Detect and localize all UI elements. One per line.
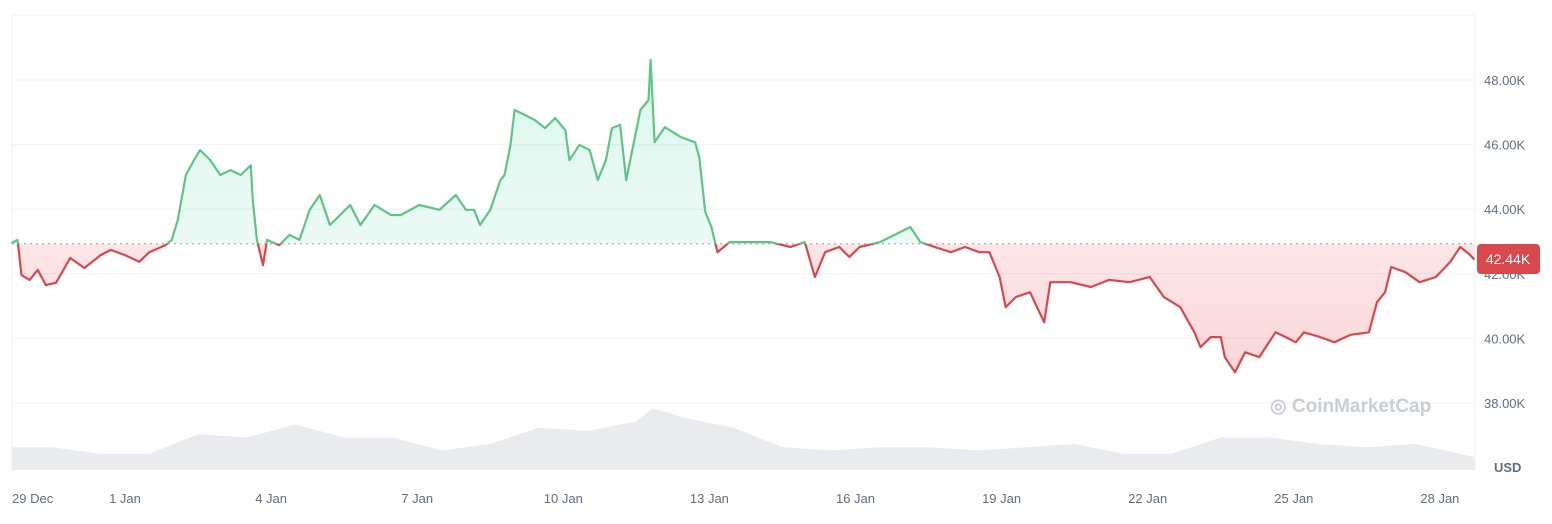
y-tick-label: 38.00K — [1484, 396, 1526, 411]
area-below-baseline — [17, 243, 1475, 373]
x-tick-label: 28 Jan — [1420, 491, 1459, 506]
x-tick-label: 4 Jan — [255, 491, 287, 506]
x-tick-label: 22 Jan — [1128, 491, 1167, 506]
x-tick-label: 19 Jan — [982, 491, 1021, 506]
x-tick-label: 10 Jan — [544, 491, 583, 506]
x-tick-label: 16 Jan — [836, 491, 875, 506]
price-line-down — [11, 243, 1476, 374]
volume-area — [12, 408, 1475, 470]
x-tick-label: 25 Jan — [1274, 491, 1313, 506]
watermark-coinmarketcap: ◎ CoinMarketCap — [1270, 396, 1431, 417]
grid-lines — [11, 14, 1476, 470]
x-tick-label: 1 Jan — [109, 491, 141, 506]
y-tick-label: 46.00K — [1484, 138, 1526, 153]
y-tick-label: 48.00K — [1484, 73, 1526, 88]
price-line-up — [10, 58, 929, 244]
y-tick-label: 40.00K — [1484, 331, 1526, 346]
x-tick-label: 29 Dec — [12, 491, 54, 506]
svg-text:42.44K: 42.44K — [1486, 251, 1531, 267]
x-tick-label: 7 Jan — [401, 491, 433, 506]
x-tick-label: 13 Jan — [690, 491, 729, 506]
x-axis: 29 Dec 1 Jan 4 Jan 7 Jan 10 Jan 13 Jan 16 Jan 1… — [12, 491, 1459, 506]
watermark-logo-icon: ◎ — [1270, 396, 1292, 417]
currency-label: USD — [1494, 460, 1521, 475]
current-price-badge: 42.44K — [1477, 244, 1540, 274]
y-tick-label: 44.00K — [1484, 202, 1526, 217]
